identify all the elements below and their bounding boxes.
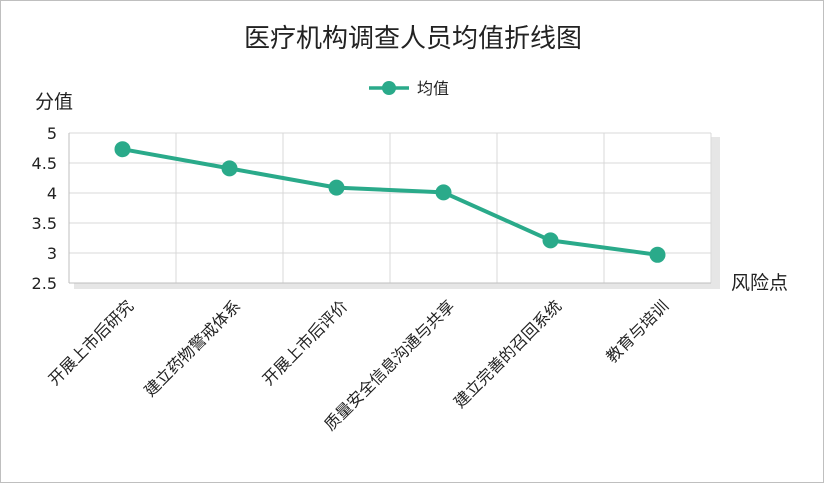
series-line: [122, 147, 658, 257]
series-area: [114, 141, 666, 263]
data-point: [542, 232, 559, 249]
data-point: [649, 246, 666, 263]
chart-title: 医疗机构调查人员均值折线图: [244, 24, 582, 54]
x-tick-label: 开展上市后评价: [259, 296, 352, 389]
y-tick-labels: 2.5 3 3.5 4 4.5 5: [32, 124, 57, 293]
legend-label: 均值: [417, 79, 449, 98]
x-tick-labels: 开展上市后研究 建立药物警戒体系 开展上市后评价质量安全信息沟通与共享建立完善的召回…: [45, 296, 673, 434]
y-tick-label: 5: [47, 124, 57, 143]
y-tick-label: 3.5: [32, 214, 57, 233]
y-tick-label: 4.5: [32, 154, 57, 173]
x-tick-label: 教育与培训: [602, 296, 672, 366]
data-point: [114, 141, 131, 158]
y-tick-label: 3: [47, 244, 57, 263]
legend-marker-swatch: [382, 81, 396, 95]
data-point: [328, 179, 345, 196]
x-axis-title: 风险点: [731, 272, 788, 294]
legend: 均值: [369, 79, 449, 98]
data-point: [435, 184, 452, 201]
x-tick-label: 建立完善的召回系统: [450, 296, 565, 411]
y-tick-label: 4: [47, 184, 57, 203]
x-tick-label: 开展上市后研究: [45, 296, 138, 389]
x-tick-label: 建立药物警戒体系: [140, 296, 244, 400]
y-axis-title: 分值: [35, 91, 73, 113]
data-point: [221, 160, 238, 177]
y-tick-label: 2.5: [32, 274, 57, 293]
gridlines: [68, 132, 712, 284]
